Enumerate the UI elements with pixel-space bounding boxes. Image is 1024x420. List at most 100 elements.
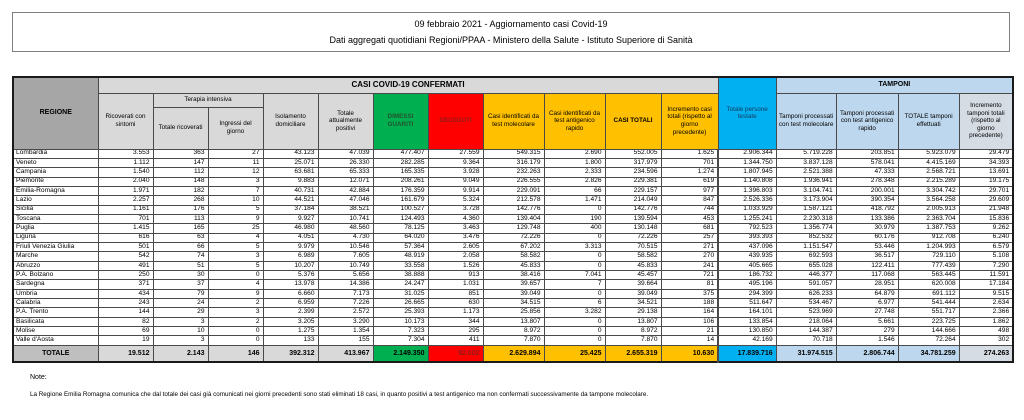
cell-incremento-tamponi: 274.263 [958,344,1014,363]
cell-dimessi-guariti: 477.407 [372,148,429,159]
cell-casi-totali: 234.596 [604,167,662,178]
cell-terapia-intensiva-ingressi: 7 [207,185,264,197]
cell-ricoverati-con-sintomi: 542 [97,251,154,262]
cell-casi-test-antigenico: 6 [543,297,606,309]
cell-deceduti: 3.728 [427,204,484,215]
cell-totale-positivi: 38.521 [317,204,374,215]
cell-totale-positivi: 7.226 [317,297,374,309]
cell-casi-totali: 8.972 [604,326,662,337]
cell-terapia-intensiva-ingressi: 0 [207,335,264,346]
cell-casi-test-antigenico: 66 [543,185,606,197]
cell-totale-positivi: 2.572 [317,307,374,318]
cell-terapia-intensiva-totale: 165 [152,223,209,234]
cell-ricoverati-con-sintomi: 616 [97,232,154,243]
cell-terapia-intensiva-ingressi: 25 [207,223,264,234]
cell-casi-test-antigenico: 3.313 [543,241,606,253]
table-row: Molise 69 10 0 1.275 1.354 7.323 295 8.972 0 8.972… [12,326,1014,337]
cell-casi-test-molecolare: 7.870 [482,335,545,346]
cell-incremento-tamponi: 9.262 [958,223,1014,234]
table-row: Valle d'Aosta 19 3 0 133 155 7.304 411 7.870 0 7.8… [12,335,1014,346]
cell-totale-positivi: 48.560 [317,223,374,234]
header-group-tamponi: TAMPONI [775,76,1014,94]
cell-terapia-intensiva-totale: 182 [152,185,209,197]
cell-tamponi-antigenico: 1.546 [835,335,899,346]
cell-terapia-intensiva-totale: 37 [152,279,209,290]
cell-totale-tamponi: 691.112 [897,288,960,300]
cell-totale-tamponi: 223.725 [897,316,960,328]
cell-incremento-tamponi: 15.836 [958,213,1014,225]
header-totale-ricoverati: Totale ricoverati [152,106,209,150]
cell-totale-tamponi: 729.110 [897,251,960,262]
cell-persone-testate: 1.807.945 [717,167,777,178]
cell-totale-positivi: 10.741 [317,213,374,225]
cell-persone-testate: 792.523 [717,223,777,234]
table-row: Emilia-Romagna 1.971 182 7 40.731 42.884 176.3… [12,185,1014,197]
cell-casi-test-molecolare: 58.582 [482,251,545,262]
cell-ricoverati-con-sintomi: 1.112 [97,157,154,169]
cell-casi-test-molecolare: 45.833 [482,260,545,271]
cell-tamponi-antigenico: 2.806.744 [835,344,899,363]
cell-totale-tamponi: 1.204.993 [897,241,960,253]
cell-casi-totali: 58.582 [604,251,662,262]
cell-isolamento-domiciliare: 13.978 [262,279,319,290]
cell-casi-totali: 13.807 [604,316,662,328]
cell-incremento-tamponi: 498 [958,326,1014,337]
covid-data-table: REGIONE CASI COVID-19 CONFERMATI Totale … [12,76,1015,364]
cell-tamponi-antigenico: 28.951 [835,279,899,290]
cell-casi-test-molecolare: 139.404 [482,213,545,225]
cell-incremento-casi: 681 [660,223,719,234]
cell-dimessi-guariti: 24.247 [372,279,429,290]
cell-incremento-tamponi: 29.609 [958,195,1014,206]
cell-incremento-casi: 375 [660,288,719,300]
cell-incremento-casi: 106 [660,316,719,328]
cell-totale-positivi: 5.656 [317,269,374,281]
cell-totale-tamponi: 34.781.259 [897,344,960,363]
cell-incremento-tamponi: 11.591 [958,269,1014,281]
cell-tamponi-molecolare: 5.719.228 [775,148,837,159]
cell-incremento-casi: 847 [660,195,719,206]
cell-isolamento-domiciliare: 25.071 [262,157,319,169]
cell-totale-positivi: 4.730 [317,232,374,243]
cell-totale-positivi: 42.884 [317,185,374,197]
cell-casi-test-antigenico: 0 [543,260,606,271]
cell-tamponi-molecolare: 144.387 [775,326,837,337]
cell-dimessi-guariti: 57.364 [372,241,429,253]
cell-casi-totali: 214.049 [604,195,662,206]
cell-casi-test-antigenico: 0 [543,326,606,337]
cell-deceduti: 9.914 [427,185,484,197]
cell-terapia-intensiva-ingressi: 3 [207,307,264,318]
table-row: Piemonte 2.040 148 3 9.883 12.071 208.261 9.049… [12,176,1014,187]
table-row: Lazio 2.257 268 10 44.521 47.046 161.679 5.324 2… [12,195,1014,206]
cell-tamponi-molecolare: 1.356.774 [775,223,837,234]
cell-terapia-intensiva-ingressi: 5 [207,204,264,215]
cell-ricoverati-con-sintomi: 19.512 [97,344,154,363]
cell-tamponi-antigenico: 278.348 [835,176,899,187]
cell-dimessi-guariti: 78.125 [372,223,429,234]
cell-tamponi-antigenico: 122.411 [835,260,899,271]
region-cell: Piemonte [12,176,99,187]
cell-dimessi-guariti: 7.323 [372,326,429,337]
cell-incremento-tamponi: 6.240 [958,232,1014,243]
header-incremento-casi: Incremento casi totali (rispetto al gior… [660,92,719,150]
cell-ricoverati-con-sintomi: 243 [97,297,154,309]
cell-isolamento-domiciliare: 43.123 [262,148,319,159]
cell-casi-test-antigenico: 0 [543,288,606,300]
cell-deceduti: 3.463 [427,223,484,234]
region-cell: Basilicata [12,316,99,328]
cell-incremento-casi: 619 [660,176,719,187]
cell-dimessi-guariti: 64.020 [372,232,429,243]
cell-dimessi-guariti: 100.527 [372,204,429,215]
cell-casi-test-antigenico: 0 [543,232,606,243]
cell-totale-tamponi: 2.005.913 [897,204,960,215]
table-row: Liguria 616 63 4 4.051 4.730 64.020 3.476 72.226… [12,232,1014,243]
cell-totale-tamponi: 1.387.753 [897,223,960,234]
cell-incremento-casi: 257 [660,232,719,243]
cell-totale-tamponi: 2.363.704 [897,213,960,225]
cell-persone-testate: 1.396.803 [717,185,777,197]
cell-casi-test-antigenico: 3.282 [543,307,606,318]
cell-terapia-intensiva-totale: 113 [152,213,209,225]
cell-casi-test-antigenico: 25.425 [543,344,606,363]
cell-ricoverati-con-sintomi: 434 [97,288,154,300]
cell-casi-totali: 229.381 [604,176,662,187]
cell-totale-positivi: 7.605 [317,251,374,262]
